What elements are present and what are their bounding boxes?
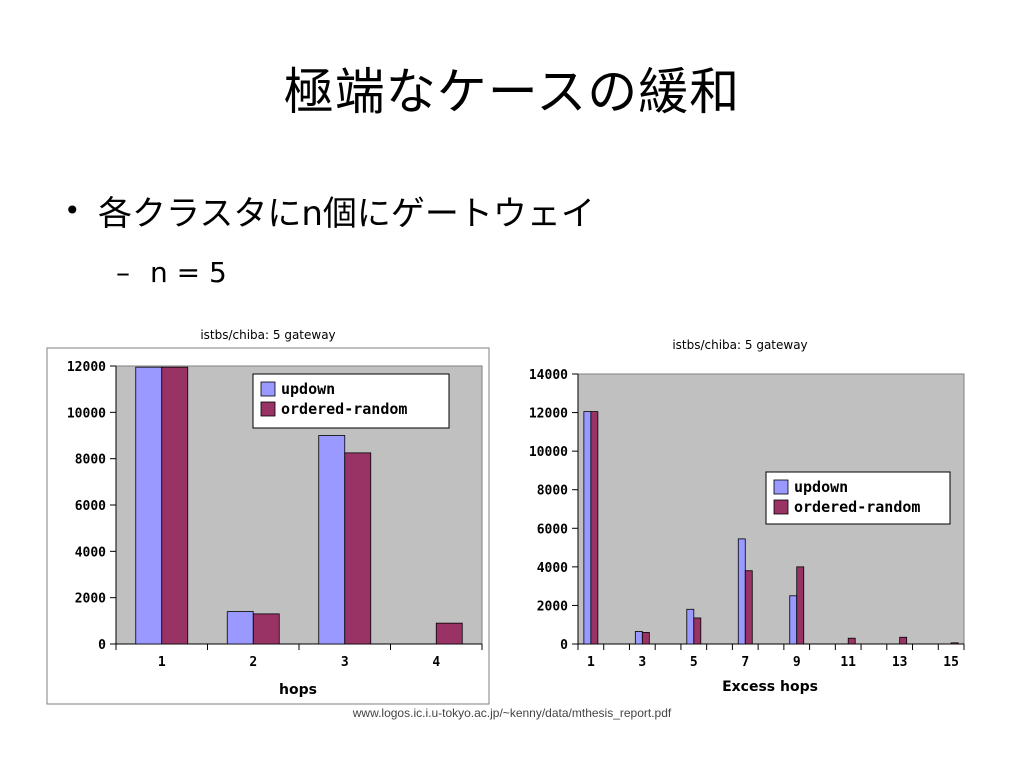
y-tick-label: 8000 — [537, 484, 568, 499]
chart-title: istbs/chiba: 5 gateway — [672, 338, 807, 352]
y-tick-label: 6000 — [75, 499, 106, 514]
bar-ordered-random-4 — [435, 622, 463, 645]
y-tick-label: 2000 — [75, 592, 106, 607]
chart-hops-svg: istbs/chiba: 5 gateway hops 0 2000 4000 600… — [46, 328, 490, 705]
legend-swatch-updown — [260, 381, 276, 397]
bar-ordered-random-3 — [344, 452, 372, 645]
y-tick-label: 10000 — [529, 445, 568, 460]
y-tick-label: 14000 — [529, 368, 568, 383]
bar-ordered-random-1 — [590, 411, 599, 645]
bar-updown-9 — [789, 595, 798, 645]
legend-swatch-updown — [773, 479, 789, 495]
bar-ordered-random-9 — [796, 566, 805, 645]
x-tick-label: 4 — [432, 655, 440, 670]
bar-ordered-random-15 — [950, 642, 959, 645]
chart-excess-hops: istbs/chiba: 5 gateway Excess hops 0 2000… — [512, 334, 972, 704]
legend-label-updown: updown — [281, 380, 335, 398]
source-url: www.logos.ic.i.u-tokyo.ac.jp/~kenny/data… — [352, 706, 672, 720]
y-tick-label: 6000 — [537, 522, 568, 537]
sub-bullet-item: – n = 5 — [116, 256, 227, 289]
legend-label-ordered-random: ordered-random — [794, 498, 920, 516]
x-tick-label: 3 — [341, 655, 349, 670]
x-tick-label: 13 — [892, 655, 908, 670]
y-tick-label: 8000 — [75, 453, 106, 468]
y-tick-label: 2000 — [537, 599, 568, 614]
legend-swatch-ordered-random — [773, 499, 789, 515]
y-tick-label: 12000 — [529, 407, 568, 422]
bullet-item: • 各クラスタにn個にゲートウェイ — [64, 186, 595, 235]
legend-box — [252, 373, 450, 429]
x-tick-label: 1 — [158, 655, 166, 670]
y-tick-label: 0 — [560, 638, 568, 653]
slide-title: 極端なケースの緩和 — [283, 63, 741, 121]
y-tick-label: 4000 — [75, 545, 106, 560]
sub-bullet-text: n = 5 — [150, 256, 227, 289]
y-tick-label: 4000 — [537, 561, 568, 576]
bar-updown-7 — [737, 538, 746, 645]
bar-ordered-random-2 — [252, 613, 280, 645]
y-tick-label: 0 — [98, 638, 106, 653]
legend-box — [765, 471, 951, 525]
x-tick-label: 9 — [793, 655, 801, 670]
bar-ordered-random-7 — [744, 570, 753, 645]
bullet-marker: • — [64, 194, 81, 227]
legend-label-ordered-random: ordered-random — [281, 400, 407, 418]
y-tick-label: 10000 — [67, 406, 106, 421]
x-tick-label: 5 — [690, 655, 698, 670]
sub-bullet-marker: – — [116, 256, 130, 289]
chart-excess-hops-svg: istbs/chiba: 5 gateway Excess hops 0 2000… — [513, 338, 971, 702]
bar-updown-3 — [634, 631, 643, 645]
chart-title: istbs/chiba: 5 gateway — [200, 328, 335, 342]
x-tick-label: 3 — [638, 655, 646, 670]
bar-ordered-random-11 — [847, 637, 856, 645]
x-tick-label: 11 — [840, 655, 856, 670]
x-axis-label: hops — [279, 682, 317, 698]
bar-updown-5 — [686, 608, 695, 645]
bar-ordered-random-1 — [161, 366, 189, 645]
bar-updown-2 — [226, 611, 254, 645]
y-tick-label: 12000 — [67, 360, 106, 375]
bar-updown-1 — [135, 366, 163, 645]
bar-ordered-random-3 — [641, 632, 650, 645]
legend-swatch-ordered-random — [260, 401, 276, 417]
bullet-text: 各クラスタにn個にゲートウェイ — [98, 194, 595, 234]
bar-ordered-random-13 — [899, 636, 908, 645]
x-tick-label: 15 — [943, 655, 959, 670]
chart-hops: istbs/chiba: 5 gateway hops 0 2000 4000 600… — [46, 322, 490, 706]
bar-ordered-random-5 — [693, 617, 702, 645]
x-tick-label: 2 — [249, 655, 257, 670]
legend-label-updown: updown — [794, 478, 848, 496]
x-tick-label: 1 — [587, 655, 595, 670]
bar-updown-3 — [318, 435, 346, 645]
x-tick-label: 7 — [741, 655, 749, 670]
x-axis-label: Excess hops — [722, 679, 818, 695]
bar-updown-1 — [583, 411, 592, 645]
